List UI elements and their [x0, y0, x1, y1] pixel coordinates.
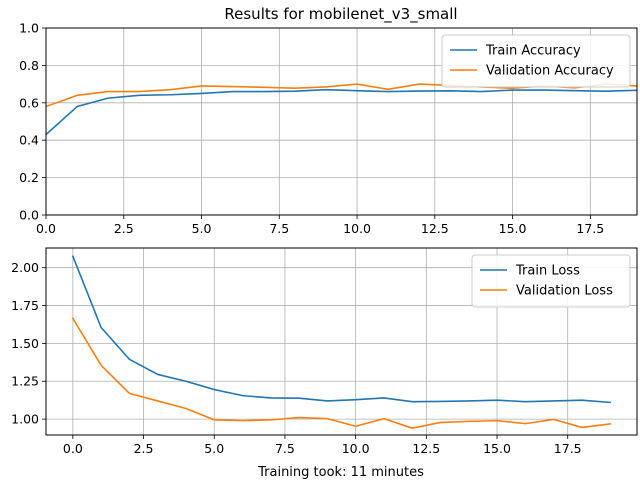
accuracy-legend: Train Accuracy Validation Accuracy — [441, 34, 631, 88]
loss-y-tick-label: 1.00 — [11, 412, 39, 427]
accuracy-legend-box — [441, 34, 631, 88]
loss-x-tick-label: 0.0 — [63, 441, 83, 456]
accuracy-y-tick-label: 0.4 — [19, 133, 39, 148]
loss-x-tick-label: 5.0 — [204, 441, 224, 456]
loss-series-line-train-loss — [71, 255, 612, 404]
accuracy-ticks: 0.0 2.5 5.0 7.5 10.0 12.5 15.0 17.5 0.0 0.2 0.4 0.6… — [19, 21, 604, 237]
accuracy-x-tick-label: 15.0 — [499, 221, 527, 236]
loss-series-line-validation-loss — [71, 317, 612, 429]
loss-y-tick-label: 1.75 — [11, 298, 39, 313]
loss-y-tick-label: 1.50 — [11, 336, 39, 351]
accuracy-subplot: 0.0 2.5 5.0 7.5 10.0 12.5 15.0 17.5 0.0 0.2 0.4 0.6… — [19, 21, 638, 237]
accuracy-x-tick-label: 12.5 — [421, 221, 449, 236]
loss-x-tick-label: 12.5 — [412, 441, 440, 456]
loss-x-tick-label: 17.5 — [554, 441, 582, 456]
accuracy-x-tick-label: 7.5 — [269, 221, 289, 236]
accuracy-y-tick-label: 1.0 — [19, 21, 39, 36]
loss-legend-label: Train Loss — [515, 264, 580, 279]
accuracy-series-line-train-accuracy — [46, 88, 637, 136]
accuracy-x-tick-label: 0.0 — [36, 221, 56, 236]
loss-x-tick-label: 15.0 — [483, 441, 511, 456]
bottom-x-axis-label: Training took: 11 minutes — [257, 465, 424, 480]
accuracy-y-tick-label: 0.2 — [19, 170, 39, 185]
accuracy-x-tick-label: 17.5 — [576, 221, 604, 236]
loss-y-tick-label: 2.00 — [11, 260, 39, 275]
accuracy-y-tick-label: 0.6 — [19, 95, 39, 110]
accuracy-axes-frame — [45, 27, 638, 216]
accuracy-x-tick-label: 10.0 — [343, 221, 371, 236]
loss-legend: Train Loss Validation Loss — [471, 254, 631, 308]
accuracy-x-tick-label: 2.5 — [114, 221, 134, 236]
loss-axes-frame — [45, 247, 638, 436]
accuracy-legend-label: Train Accuracy — [485, 44, 581, 59]
loss-x-tick-label: 7.5 — [275, 441, 295, 456]
loss-y-tick-label: 1.25 — [11, 374, 39, 389]
loss-x-tick-label: 2.5 — [134, 441, 154, 456]
accuracy-y-tick-label: 0.8 — [19, 58, 39, 73]
loss-legend-box — [471, 254, 631, 308]
accuracy-x-tick-label: 5.0 — [192, 221, 212, 236]
loss-x-tick-label: 10.0 — [342, 441, 370, 456]
loss-lines — [71, 255, 612, 429]
accuracy-y-tick-label: 0.0 — [19, 208, 39, 223]
accuracy-legend-label: Validation Accuracy — [486, 64, 614, 79]
loss-subplot: 0.0 2.5 5.0 7.5 10.0 12.5 15.0 17.5 1.00 1.25 1.50… — [11, 247, 638, 456]
loss-ticks: 0.0 2.5 5.0 7.5 10.0 12.5 15.0 17.5 1.00 1.25 1.50… — [11, 260, 581, 456]
loss-legend-label: Validation Loss — [516, 284, 613, 299]
figure-title: Results for mobilenet_v3_small — [224, 5, 457, 24]
